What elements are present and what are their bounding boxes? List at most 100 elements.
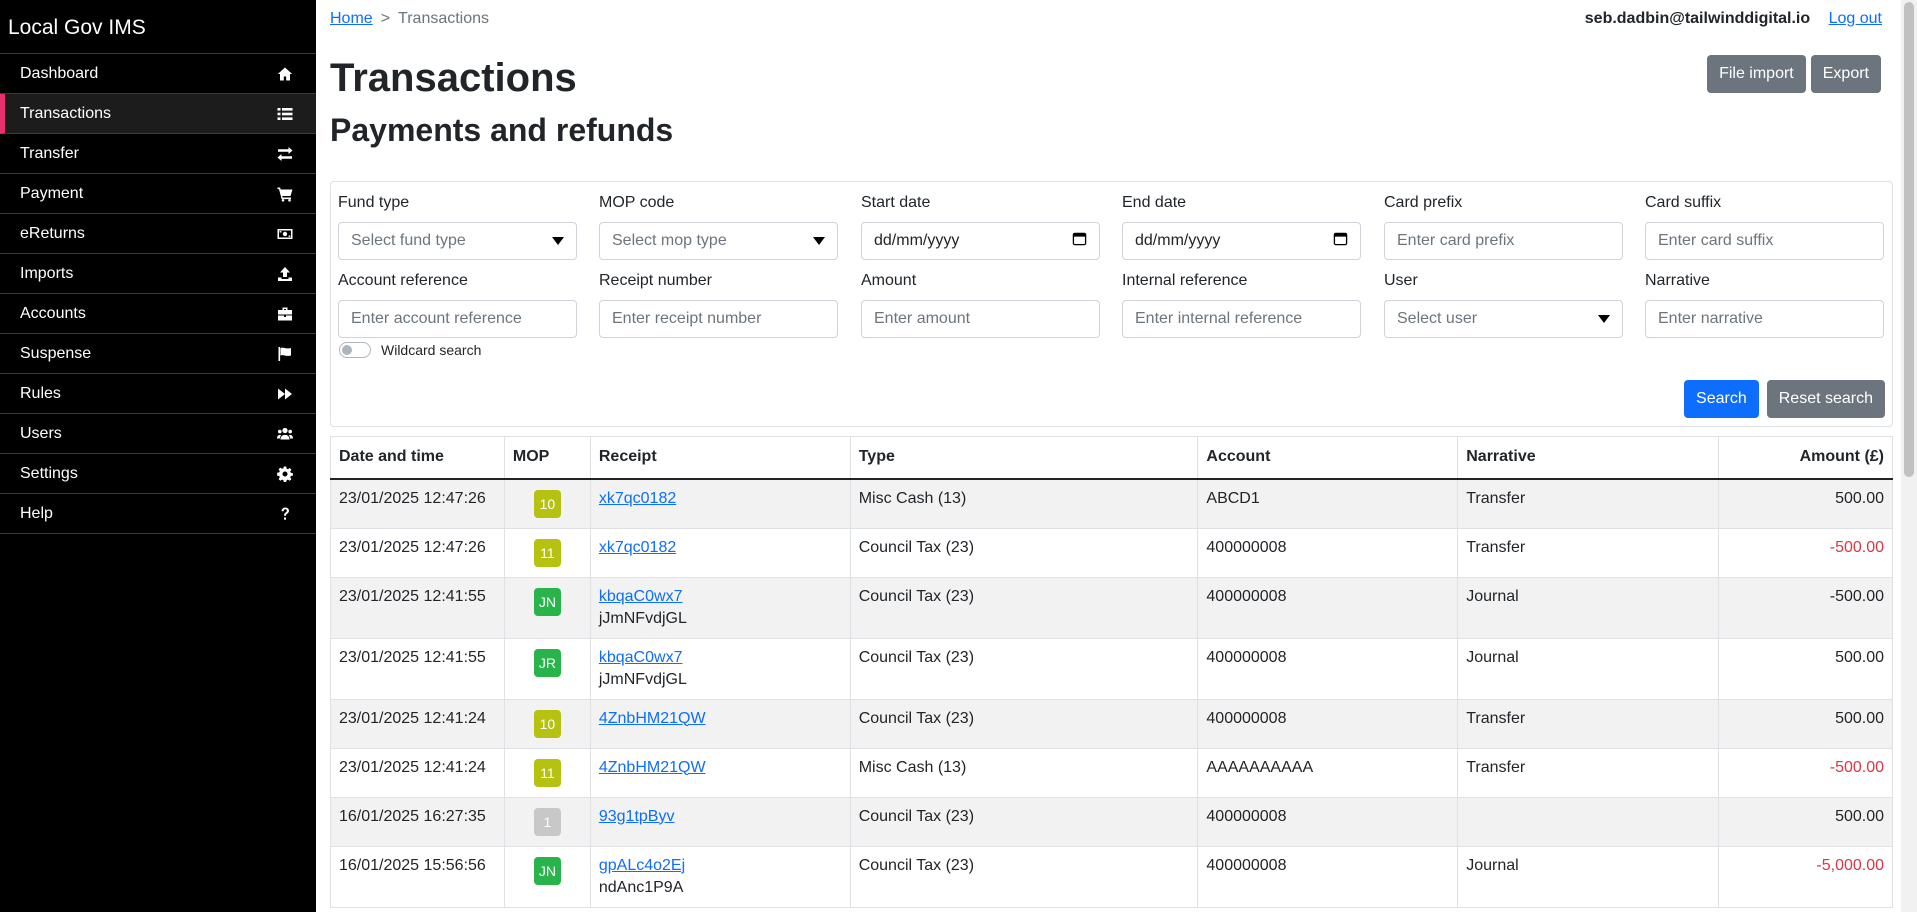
end-date-input[interactable]: dd/mm/yyyy	[1122, 222, 1361, 260]
receipt-cell: kbqaC0wx7 jJmNFvdjGL	[589, 637, 851, 700]
users-icon	[276, 425, 294, 443]
narrative-cell: Journal	[1457, 576, 1720, 639]
table-row: 23/01/2025 12:41:55 JR kbqaC0wx7 jJmNFvdjGL…	[330, 637, 1893, 700]
sidebar-item-rules[interactable]: Rules	[0, 374, 316, 414]
table-row: 23/01/2025 12:47:26 11 xk7qc0182 Council Ta…	[330, 527, 1893, 578]
sidebar-item-label: Help	[20, 504, 53, 522]
receipt-number-field: Receipt number Enter receipt number	[599, 272, 838, 338]
sidebar-item-settings[interactable]: Settings	[0, 454, 316, 494]
user-label: User	[1384, 272, 1418, 289]
receipt-link[interactable]: kbqaC0wx7	[598, 648, 683, 666]
breadcrumb-current: Transactions	[398, 10, 490, 27]
file-import-button[interactable]: File import	[1707, 55, 1806, 93]
receipt-link[interactable]: xk7qc0182	[598, 538, 677, 556]
mop-badge: JN	[533, 856, 561, 885]
wildcard-toggle[interactable]	[339, 342, 371, 358]
fund-type-select[interactable]: Select fund type	[338, 222, 577, 260]
home-icon	[276, 65, 294, 83]
card-suffix-field: Card suffix Enter card suffix	[1645, 194, 1884, 260]
date-cell: 16/01/2025 15:56:56	[330, 845, 505, 908]
sidebar-item-dashboard[interactable]: Dashboard	[0, 54, 316, 94]
breadcrumb-home-link[interactable]: Home	[330, 10, 373, 27]
sidebar-item-accounts[interactable]: Accounts	[0, 294, 316, 334]
receipt-cell: xk7qc0182	[589, 527, 851, 578]
sidebar-item-help[interactable]: Help	[0, 494, 316, 534]
app-title: Local Gov IMS	[0, 0, 316, 54]
card-suffix-placeholder: Enter card suffix	[1658, 232, 1774, 249]
scrollbar[interactable]	[1901, 0, 1917, 912]
amount-cell: 500.00	[1718, 796, 1893, 847]
mop-code-placeholder: Select mop type	[612, 232, 727, 249]
calendar-icon[interactable]	[1072, 231, 1087, 251]
account-cell: 400000008	[1197, 527, 1459, 578]
amount-cell: 500.00	[1718, 698, 1893, 749]
narrative-cell: Journal	[1457, 845, 1720, 908]
logout-link[interactable]: Log out	[1828, 10, 1882, 27]
receipt-link[interactable]: 93g1tpByv	[598, 807, 675, 825]
mop-cell: 10	[503, 698, 591, 749]
receipt-link[interactable]: kbqaC0wx7	[598, 587, 683, 605]
main-content: Home > Transactions seb.dadbin@tailwinddig…	[316, 0, 1901, 912]
sidebar-item-label: Suspense	[20, 344, 92, 362]
start-date-field: Start date dd/mm/yyyy	[861, 194, 1100, 260]
sidebar-item-imports[interactable]: Imports	[0, 254, 316, 294]
upload-icon	[276, 265, 294, 283]
gear-icon	[276, 465, 294, 483]
mop-badge: 10	[533, 489, 561, 518]
receipt-link[interactable]: xk7qc0182	[598, 489, 677, 507]
account-cell: 400000008	[1197, 576, 1459, 639]
narrative-input[interactable]: Enter narrative	[1645, 300, 1884, 338]
calendar-icon[interactable]	[1333, 231, 1348, 251]
account-cell: 400000008	[1197, 845, 1459, 908]
amount-cell: 500.00	[1718, 478, 1893, 529]
sidebar-item-label: Payment	[20, 184, 84, 202]
receipt-cell: xk7qc0182	[589, 478, 851, 529]
end-date-field: End date dd/mm/yyyy	[1122, 194, 1361, 260]
scrollbar-thumb[interactable]	[1904, 2, 1914, 477]
receipt-secondary: ndAnc1P9A	[598, 878, 684, 896]
sidebar-item-transactions[interactable]: Transactions	[0, 94, 316, 134]
mop-badge: 11	[533, 758, 561, 787]
type-cell: Council Tax (23)	[849, 845, 1199, 908]
export-button[interactable]: Export	[1810, 55, 1881, 93]
start-date-input[interactable]: dd/mm/yyyy	[861, 222, 1100, 260]
mop-cell: 10	[503, 478, 591, 529]
type-cell: Council Tax (23)	[849, 796, 1199, 847]
wildcard-label: Wildcard search	[381, 342, 482, 358]
card-prefix-input[interactable]: Enter card prefix	[1384, 222, 1623, 260]
amount-cell: -5,000.00	[1718, 845, 1893, 908]
sidebar-item-transfer[interactable]: Transfer	[0, 134, 316, 174]
account-reference-placeholder: Enter account reference	[351, 310, 522, 327]
search-button[interactable]: Search	[1684, 380, 1759, 418]
chevron-down-icon	[552, 237, 564, 245]
mop-cell: JN	[503, 576, 591, 639]
sidebar-item-label: eReturns	[20, 224, 85, 242]
breadcrumb-separator: >	[380, 10, 391, 27]
account-reference-input[interactable]: Enter account reference	[338, 300, 577, 338]
breadcrumb: Home > Transactions	[330, 10, 489, 28]
narrative-cell: Transfer	[1457, 698, 1720, 749]
narrative-cell: Transfer	[1457, 747, 1720, 798]
receipt-link[interactable]: 4ZnbHM21QW	[598, 709, 706, 727]
sidebar-item-users[interactable]: Users	[0, 414, 316, 454]
receipt-link[interactable]: 4ZnbHM21QW	[598, 758, 706, 776]
table-row: 16/01/2025 16:27:35 1 93g1tpByv Council Tax…	[330, 796, 1893, 847]
receipt-cell: 4ZnbHM21QW	[589, 698, 851, 749]
amount-input[interactable]: Enter amount	[861, 300, 1100, 338]
sidebar-item-suspense[interactable]: Suspense	[0, 334, 316, 374]
money-icon	[276, 225, 294, 243]
internal-reference-placeholder: Enter internal reference	[1135, 310, 1303, 327]
page-title: Transactions	[330, 56, 577, 100]
mop-code-select[interactable]: Select mop type	[599, 222, 838, 260]
end-date-placeholder: dd/mm/yyyy	[1135, 232, 1221, 249]
table-row: 23/01/2025 12:47:26 10 xk7qc0182 Misc Cash …	[330, 478, 1893, 529]
sidebar-item-ereturns[interactable]: eReturns	[0, 214, 316, 254]
user-select[interactable]: Select user	[1384, 300, 1623, 338]
sidebar-item-payment[interactable]: Payment	[0, 174, 316, 214]
internal-reference-input[interactable]: Enter internal reference	[1122, 300, 1361, 338]
receipt-link[interactable]: gpALc4o2Ej	[598, 856, 686, 874]
receipt-number-input[interactable]: Enter receipt number	[599, 300, 838, 338]
reset-search-button[interactable]: Reset search	[1766, 380, 1885, 418]
narrative-label: Narrative	[1645, 272, 1710, 289]
card-suffix-input[interactable]: Enter card suffix	[1645, 222, 1884, 260]
